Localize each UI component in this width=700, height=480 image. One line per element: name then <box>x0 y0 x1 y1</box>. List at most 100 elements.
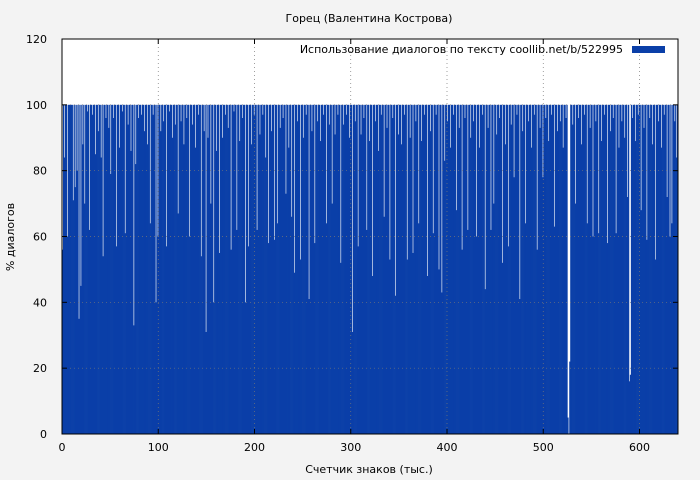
bar <box>482 104 484 434</box>
bar <box>104 104 106 434</box>
bar <box>510 124 512 434</box>
bar <box>444 160 446 435</box>
bar <box>657 121 660 434</box>
bar <box>332 104 334 434</box>
bar <box>280 104 282 434</box>
bar <box>638 104 640 434</box>
bar <box>631 118 634 434</box>
bar <box>306 104 308 434</box>
bar <box>485 104 487 434</box>
bar <box>285 193 287 434</box>
bar <box>672 104 674 434</box>
bar <box>307 104 309 434</box>
bar <box>75 104 77 434</box>
bar <box>164 104 167 434</box>
bar <box>192 104 195 434</box>
bar <box>317 121 319 434</box>
bar <box>487 127 489 435</box>
bar <box>451 104 454 434</box>
bar <box>595 121 597 434</box>
bar <box>352 104 354 434</box>
bar <box>96 104 98 434</box>
bar <box>498 104 500 434</box>
bar <box>300 104 303 434</box>
bar <box>235 104 237 434</box>
bar <box>608 104 611 434</box>
bar <box>196 104 199 434</box>
bar <box>484 289 486 434</box>
bar <box>120 104 123 434</box>
bar <box>365 104 367 434</box>
bar <box>518 104 520 434</box>
bar <box>343 124 345 434</box>
bar <box>234 104 236 434</box>
bar <box>597 104 599 434</box>
bar <box>486 104 488 434</box>
bar <box>424 104 427 434</box>
bar <box>555 104 558 434</box>
bar <box>244 302 247 434</box>
bar <box>323 104 326 434</box>
bar <box>315 104 317 434</box>
bar <box>673 104 675 434</box>
bar <box>318 104 321 434</box>
bar <box>178 104 180 434</box>
bar <box>378 104 380 434</box>
bar <box>190 104 192 434</box>
bar <box>560 104 562 434</box>
bar <box>309 104 311 434</box>
bar <box>263 104 265 434</box>
bar <box>502 104 505 434</box>
x-tick-label: 500 <box>533 441 554 454</box>
bar <box>264 104 266 434</box>
bar <box>463 104 465 434</box>
bar <box>477 104 480 434</box>
bar <box>64 104 67 434</box>
bar <box>345 114 348 435</box>
bar <box>344 104 346 434</box>
bar <box>611 104 613 434</box>
bar <box>362 104 364 434</box>
bar <box>188 104 190 434</box>
bar <box>254 104 256 434</box>
bar <box>165 246 168 435</box>
bar <box>495 104 497 434</box>
bar <box>153 104 155 434</box>
bar <box>219 104 222 434</box>
bar <box>195 104 198 434</box>
bar <box>243 104 246 434</box>
bar <box>429 131 431 435</box>
bar <box>106 104 108 434</box>
bar <box>480 104 482 434</box>
bar <box>620 104 622 434</box>
bar <box>182 104 184 434</box>
bar <box>272 104 275 434</box>
bar <box>406 259 408 434</box>
legend: Использование диалогов по тексту coollib… <box>300 43 665 56</box>
bar <box>470 137 472 434</box>
bar <box>349 104 352 434</box>
bar <box>614 104 616 434</box>
bar <box>548 141 550 435</box>
bar <box>155 302 157 434</box>
bar <box>666 197 668 434</box>
bar <box>545 118 547 434</box>
bar <box>513 177 515 434</box>
bar <box>558 104 560 434</box>
bar <box>418 223 420 434</box>
bar <box>626 197 629 434</box>
bar <box>360 134 362 434</box>
bar <box>273 239 276 434</box>
bar <box>590 104 592 434</box>
bar <box>547 104 549 434</box>
bar <box>311 131 313 435</box>
bar <box>425 104 428 434</box>
bar <box>492 104 494 434</box>
bar <box>354 121 356 434</box>
bar <box>534 104 536 434</box>
bar <box>603 114 606 435</box>
bar <box>73 104 75 434</box>
bar <box>389 259 391 434</box>
bar <box>177 213 179 434</box>
